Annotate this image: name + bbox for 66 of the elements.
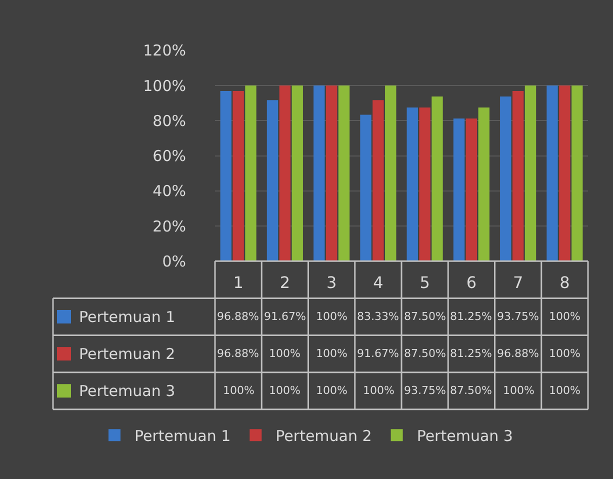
data-label: 87.50% [404,347,446,360]
y-tick-label: 80% [152,112,186,130]
bar [220,90,232,262]
data-label: 91.67% [357,347,399,360]
bar [338,86,350,262]
x-tick-label: 5 [420,273,430,292]
x-tick-label: 6 [466,273,477,292]
data-label: 96.88% [217,310,259,323]
data-label: 100% [549,310,580,323]
legend-label: Pertemuan 3 [79,382,176,400]
x-tick-label: 3 [326,273,337,292]
bar [292,86,303,262]
data-label: 100% [269,347,300,360]
bar [572,86,583,262]
bar [466,118,478,262]
data-label: 87.50% [404,310,446,323]
legend-label: Pertemuan 1 [79,308,176,326]
y-tick-label: 40% [152,182,186,200]
bar [546,86,558,262]
bar [478,107,490,262]
bar [279,86,291,262]
data-label: 100% [549,384,580,397]
data-label: 87.50% [450,384,492,397]
x-tick-label: 2 [280,273,290,292]
data-label: 96.88% [497,347,539,360]
data-label: 81.25% [450,310,492,323]
bar [432,96,443,262]
data-label: 93.75% [404,384,446,397]
data-label: 81.25% [450,347,492,360]
bar [559,86,570,262]
data-label: 100% [269,384,300,397]
bar [245,86,256,262]
bar [266,100,278,262]
data-label: 100% [316,310,348,323]
y-tick-label: 120% [143,42,186,60]
bar [524,86,536,262]
x-tick-label: 4 [373,273,384,292]
bar [326,86,338,262]
x-tick-label: 1 [233,273,244,292]
y-tick-label: 0% [162,252,186,270]
data-label: 91.67% [264,310,306,323]
data-label: 93.75% [497,310,539,323]
legend-label: Pertemuan 2 [79,345,176,363]
data-label: 100% [316,347,348,360]
y-tick-label: 20% [152,217,186,236]
bar [314,86,325,262]
bar [512,90,524,262]
data-label: 100% [549,347,580,360]
bar [360,114,372,262]
x-tick-label: 8 [560,273,570,292]
data-label: 83.33% [357,310,399,323]
bar [419,107,430,262]
data-label: 100% [223,384,254,397]
data-label: 100% [363,384,394,397]
data-label: 100% [316,384,348,397]
y-tick-label: 60% [152,147,186,166]
y-tick-label: 100% [143,76,186,95]
data-label: 100% [503,384,534,397]
bar [406,107,418,262]
x-tick-label: 7 [512,273,524,292]
data-label: 96.88% [217,347,259,360]
bar [500,96,512,262]
bar [385,86,396,262]
bar [453,118,465,262]
bar [372,100,384,262]
bar [232,90,244,262]
